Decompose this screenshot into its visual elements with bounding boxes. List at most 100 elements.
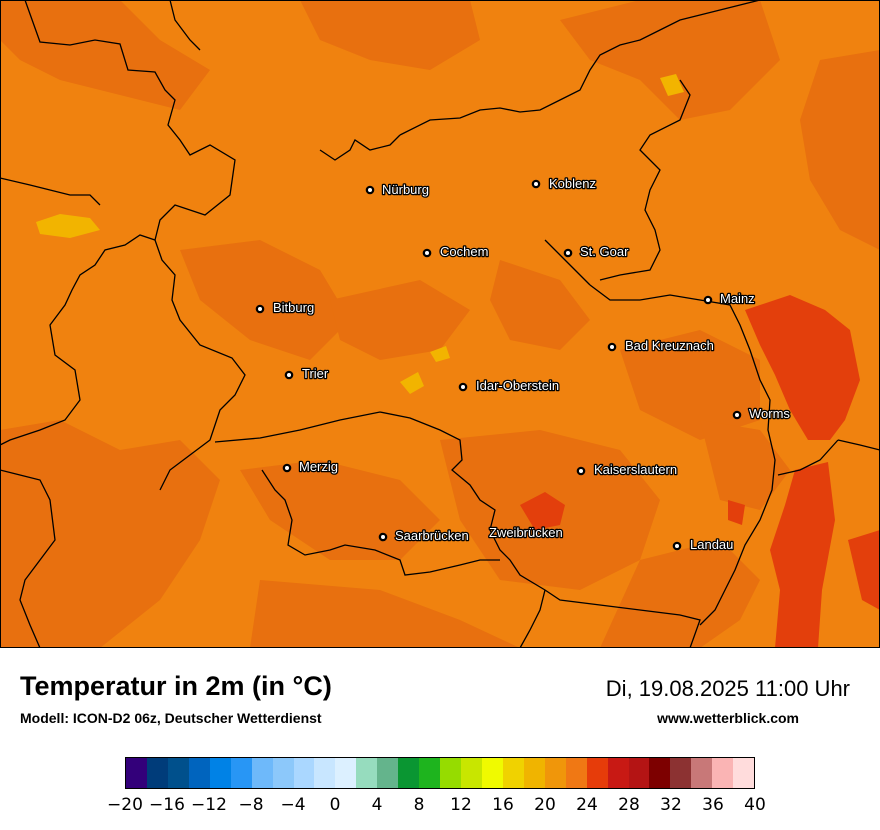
borders [0,0,880,648]
color-scale-segment [146,758,168,788]
color-scale-segment [440,758,461,788]
color-scale-segment [272,758,294,788]
color-scale-tick-label: −4 [280,795,306,815]
color-scale-segment [607,758,629,788]
city-dot-center [579,469,583,473]
city-label: Landau [690,537,733,552]
city-worms: Worms [732,405,792,422]
city-dot-center [534,182,538,186]
color-scale-segment [691,758,713,788]
color-scale-segment [126,758,147,788]
color-scale-segment [293,758,315,788]
map-title: Temperatur in 2m (in °C) [20,671,332,701]
color-scale-segment [481,758,503,788]
city-label: Nürburg [382,182,429,197]
city-label: Bad Kreuznach [625,338,714,353]
color-scale-tick-label: 40 [744,795,766,815]
city-merzig: Merzig [282,458,339,475]
color-scale-segment [733,758,755,788]
color-scale-segment [356,758,378,788]
cool-spots [36,74,684,394]
city-markers: Nürburg Koblenz Cochem St. Goar Bitburg [255,175,792,553]
color-scale-segment [586,758,608,788]
color-scale-tick-label: 12 [450,795,472,815]
city-mainz: Mainz [703,290,756,307]
color-scale-segment [461,758,482,788]
city-label: Idar-Oberstein [476,378,559,393]
city-label: Trier [302,366,329,381]
color-scale-tick-label: 32 [660,795,682,815]
map-footer: Temperatur in 2m (in °C) Modell: ICON-D2… [0,648,880,830]
color-scale-segment [167,758,189,788]
city-label: Bitburg [273,300,314,315]
color-scale-segment [419,758,441,788]
city-label: Zweibrücken [489,525,563,540]
color-scale-tick-label: 36 [702,795,724,815]
city-dot-center [381,535,385,539]
color-scale-ticks: −20 −16 −12 −8 −4 0 4 8 12 16 20 24 28 32 36 40 [0,791,880,821]
city-idar-oberstein: Idar-Oberstein [458,377,560,394]
color-scale-tick-label: −16 [149,795,185,815]
temperature-map: Nürburg Koblenz Cochem St. Goar Bitburg [0,0,880,648]
city-saarbruecken: Saarbrücken [378,527,470,544]
city-label: Saarbrücken [395,528,469,543]
color-scale-tick-label: 24 [576,795,598,815]
city-dot-center [675,544,679,548]
city-koblenz: Koblenz [531,175,597,192]
city-dot-center [706,298,710,302]
city-dot-center [287,373,291,377]
city-landau: Landau [672,536,735,553]
temperature-color-scale [125,757,755,789]
city-cochem: Cochem [422,243,490,260]
city-dot-center [368,188,372,192]
city-dot-center [610,345,614,349]
city-label: St. Goar [580,244,629,259]
city-zweibruecken: Zweibrücken [488,524,564,542]
warm-zones [0,0,880,648]
color-scale-tick-label: 8 [413,795,425,815]
city-dot-center [425,251,429,255]
city-kaiserslautern: Kaiserslautern [576,461,678,478]
city-trier: Trier [284,365,330,382]
city-dot-center [566,251,570,255]
color-scale-tick-label: 28 [618,795,640,815]
color-scale-segment [188,758,210,788]
color-scale-segment [670,758,692,788]
city-st-goar: St. Goar [563,243,630,260]
city-label: Mainz [720,291,755,306]
color-scale-tick-label: 0 [329,795,341,815]
forecast-datetime: Di, 19.08.2025 11:00 Uhr [605,676,850,701]
color-scale-tick-label: 4 [371,795,383,815]
color-scale-segment [251,758,273,788]
color-scale-tick-label: −12 [191,795,227,815]
color-scale-segment [398,758,420,788]
city-label: Kaiserslautern [594,462,677,477]
city-dot-center [461,385,465,389]
city-label: Cochem [440,244,488,259]
city-bad-kreuznach: Bad Kreuznach [607,337,715,354]
city-dot-center [258,307,262,311]
color-scale-tick-label: −20 [107,795,143,815]
color-scale-segment [565,758,587,788]
color-scale-segment [335,758,357,788]
city-bitburg: Bitburg [255,299,316,316]
city-dot-center [735,413,739,417]
city-nuerburg: Nürburg [365,181,430,198]
website-link[interactable]: www.wetterblick.com [657,710,799,726]
color-scale-segment [502,758,524,788]
color-scale-segment [544,758,566,788]
map-canvas: Nürburg Koblenz Cochem St. Goar Bitburg [0,0,880,648]
color-scale-segment [314,758,336,788]
city-label: Worms [749,406,790,421]
color-scale-segment [209,758,231,788]
color-scale-tick-label: 16 [492,795,514,815]
color-scale-tick-label: 20 [534,795,556,815]
color-scale-segment [377,758,399,788]
color-scale-segment [712,758,734,788]
color-scale-segment [628,758,650,788]
city-dot-center [285,466,289,470]
color-scale-segment [523,758,545,788]
color-scale-segment [649,758,671,788]
model-source: Modell: ICON-D2 06z, Deutscher Wetterdie… [20,710,322,726]
city-label: Koblenz [549,176,596,191]
